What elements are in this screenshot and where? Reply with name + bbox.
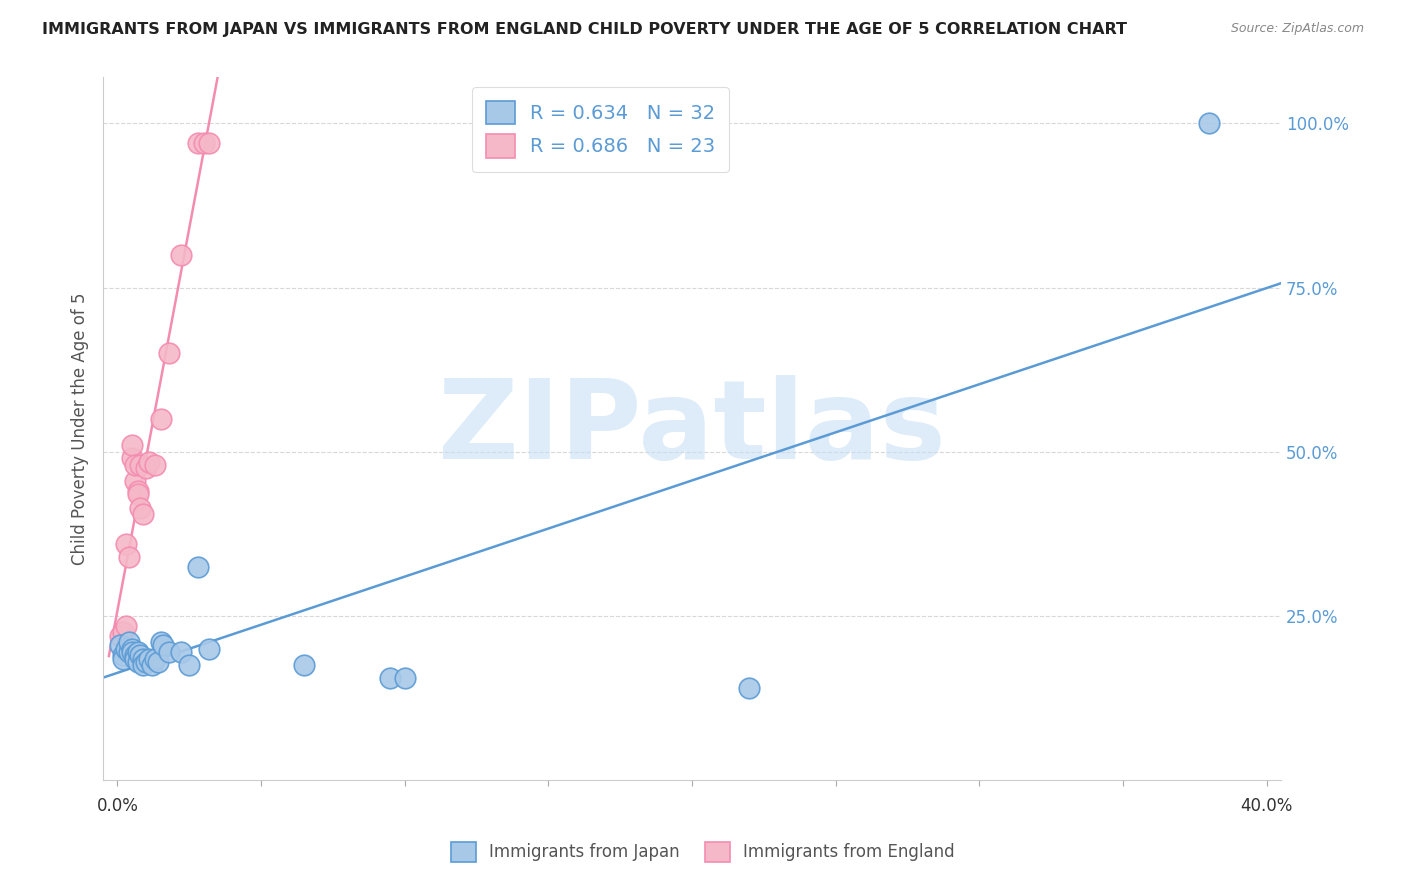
Point [127,484,149,499]
Point [198,136,221,150]
Point [112,625,135,640]
Point [135,655,157,669]
Text: IMMIGRANTS FROM JAPAN VS IMMIGRANTS FROM ENGLAND CHILD POVERTY UNDER THE AGE OF : IMMIGRANTS FROM JAPAN VS IMMIGRANTS FROM… [42,22,1128,37]
Point [115,641,138,656]
Point [135,461,157,475]
Point [124,475,146,489]
Point [138,651,160,665]
Point [170,645,193,659]
Point [124,458,146,472]
Point [118,645,141,659]
Point [149,635,172,649]
Point [157,346,180,360]
Point [187,559,209,574]
Point [112,651,135,665]
Point [127,645,149,659]
Point [121,645,143,659]
Point [157,645,180,659]
Point [380,671,402,685]
Point [124,648,146,663]
Point [193,136,215,150]
Text: 40.0%: 40.0% [1240,797,1292,814]
Text: ZIPatlas: ZIPatlas [439,376,946,483]
Point [146,655,169,669]
Point [118,549,141,564]
Point [121,451,143,466]
Point [132,651,155,665]
Point [121,438,143,452]
Point [1198,116,1220,130]
Text: 0.0%: 0.0% [97,797,138,814]
Point [179,658,201,673]
Point [129,500,152,515]
Point [170,248,193,262]
Y-axis label: Child Poverty Under the Age of 5: Child Poverty Under the Age of 5 [72,293,89,565]
Point [141,658,163,673]
Point [110,639,132,653]
Point [292,658,315,673]
Point [738,681,761,695]
Point [132,507,155,521]
Legend: R = 0.634   N = 32, R = 0.686   N = 23: R = 0.634 N = 32, R = 0.686 N = 23 [472,87,730,171]
Point [149,412,172,426]
Point [129,648,152,663]
Point [132,658,155,673]
Point [124,651,146,665]
Text: Source: ZipAtlas.com: Source: ZipAtlas.com [1230,22,1364,36]
Legend: Immigrants from Japan, Immigrants from England: Immigrants from Japan, Immigrants from E… [443,833,963,871]
Point [138,454,160,468]
Point [198,641,221,656]
Point [127,655,149,669]
Point [115,536,138,550]
Point [394,671,416,685]
Point [112,648,135,663]
Point [121,641,143,656]
Point [118,635,141,649]
Point [110,629,132,643]
Point [143,458,166,472]
Point [127,487,149,501]
Point [115,618,138,632]
Point [152,639,174,653]
Point [129,458,152,472]
Point [143,651,166,665]
Point [187,136,209,150]
